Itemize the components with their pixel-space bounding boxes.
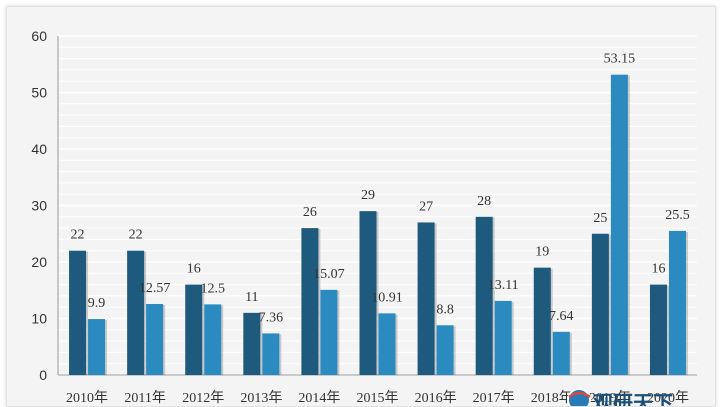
bar-series-1 bbox=[243, 312, 261, 375]
x-tick-label: 2020年 bbox=[647, 390, 689, 406]
bar-series-1 bbox=[69, 250, 87, 375]
data-label: 27 bbox=[419, 199, 433, 214]
data-label: 15.07 bbox=[313, 267, 345, 282]
x-tick-label: 2019年 bbox=[589, 390, 631, 406]
bar-series-2 bbox=[494, 300, 512, 375]
y-tick-label: 50 bbox=[31, 85, 47, 101]
gridlines bbox=[58, 35, 697, 376]
data-label: 12.5 bbox=[200, 281, 225, 296]
y-tick-label: 40 bbox=[31, 141, 47, 157]
data-label: 7.36 bbox=[259, 310, 284, 325]
bar-series-1 bbox=[417, 222, 435, 375]
bar-series-2 bbox=[146, 303, 164, 375]
chart-panel: 22 9.9 22 12.57 16 12.5 11 7.36 26 15.07 29 10.91 27… bbox=[6, 6, 716, 407]
y-tick-label: 60 bbox=[31, 28, 47, 44]
data-label: 10.91 bbox=[371, 290, 403, 305]
bar-series-1 bbox=[127, 250, 145, 375]
bar-series-2 bbox=[668, 230, 686, 375]
x-tick-label: 2014年 bbox=[298, 390, 340, 406]
y-tick-label: 30 bbox=[31, 198, 47, 214]
globe-logo-swoosh bbox=[568, 391, 591, 399]
data-label: 12.57 bbox=[139, 281, 171, 296]
data-label: 16 bbox=[651, 262, 665, 277]
bar-series-2 bbox=[88, 319, 106, 375]
x-tick-label: 2010年 bbox=[66, 390, 108, 406]
bar-series-1 bbox=[533, 267, 551, 375]
y-tick-label: 20 bbox=[31, 254, 47, 270]
x-tick-label: 2012年 bbox=[182, 390, 224, 406]
bar-series-2 bbox=[262, 333, 280, 375]
x-tick-label: 2013年 bbox=[240, 390, 282, 406]
data-label: 8.8 bbox=[436, 302, 454, 317]
bar-series-1 bbox=[649, 284, 667, 375]
data-label: 16 bbox=[187, 262, 201, 277]
data-label: 25 bbox=[593, 211, 607, 226]
data-labels: 22 9.9 22 12.57 16 12.5 117.36 26 15.07 29 10.91 27… bbox=[71, 52, 690, 326]
bar-series-1 bbox=[301, 228, 319, 375]
x-tick-label: 2015年 bbox=[357, 390, 399, 406]
globe-logo-icon bbox=[567, 388, 591, 406]
data-label: 19 bbox=[535, 245, 549, 260]
y-tick-label: 10 bbox=[31, 311, 47, 327]
data-label: 9.9 bbox=[88, 296, 106, 311]
bar-series-1 bbox=[185, 284, 203, 375]
x-tick-label: 2011年 bbox=[124, 390, 165, 406]
data-label: 7.64 bbox=[549, 309, 574, 324]
x-tick-label: 2016年 bbox=[415, 390, 457, 406]
tick-labels: 0 10 20 30 40 50 60 2010年 2011年 2012年 2013年 2014年 20… bbox=[31, 28, 689, 406]
bar-series-1 bbox=[359, 211, 377, 375]
bar-series-2 bbox=[436, 325, 454, 375]
bar-series-2 bbox=[320, 289, 338, 375]
bar-series-2 bbox=[204, 304, 222, 375]
data-label: 53.15 bbox=[604, 52, 636, 67]
y-tick-label: 0 bbox=[39, 367, 47, 383]
bar-series-1 bbox=[475, 216, 493, 375]
data-label: 26 bbox=[303, 205, 317, 220]
bar-series-2 bbox=[378, 313, 396, 375]
data-label: 29 bbox=[361, 188, 375, 203]
data-label: 28 bbox=[477, 194, 491, 209]
data-label: 22 bbox=[71, 228, 85, 243]
data-label: 25.5 bbox=[665, 208, 690, 223]
bar-series-2 bbox=[610, 74, 628, 375]
bar-series-1 bbox=[591, 233, 609, 375]
data-label: 11 bbox=[245, 290, 258, 305]
watermark-text: 观研天下 bbox=[593, 391, 673, 406]
watermark: 观研天下 bbox=[567, 388, 673, 406]
x-tick-label: 2017年 bbox=[473, 390, 515, 406]
data-label: 13.11 bbox=[488, 278, 519, 293]
axes bbox=[57, 36, 697, 376]
bar-series-2 bbox=[552, 331, 570, 375]
bar-chart: 22 9.9 22 12.57 16 12.5 117.36 26 15.07 29 10.91 27… bbox=[31, 28, 697, 406]
data-label: 22 bbox=[129, 228, 143, 243]
bars bbox=[69, 74, 688, 375]
x-tick-label: 2018年 bbox=[531, 390, 573, 406]
